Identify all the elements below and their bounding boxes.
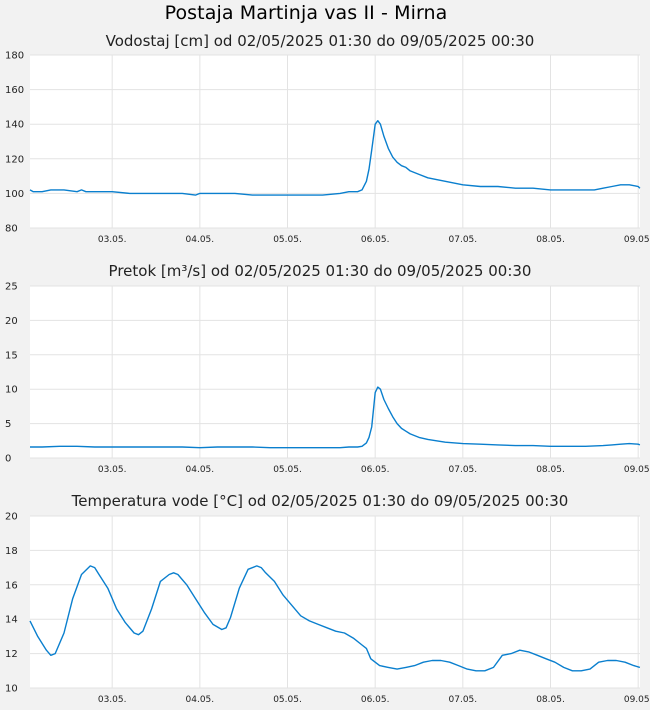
y-tick-label: 16 <box>5 580 18 591</box>
x-tick-label: 06.05. <box>361 235 390 245</box>
y-tick-label: 100 <box>5 189 24 200</box>
x-tick-label: 05.05. <box>273 695 302 705</box>
x-tick-label: 04.05. <box>186 695 215 705</box>
y-tick-label: 160 <box>5 85 24 96</box>
chart-2: Pretok [m³/s] od 02/05/2025 01:30 do 09/… <box>5 262 650 475</box>
y-tick-label: 10 <box>5 684 18 695</box>
y-tick-label: 120 <box>5 154 24 165</box>
y-tick-label: 12 <box>5 649 18 660</box>
x-tick-label: 08.05. <box>536 465 565 475</box>
y-tick-label: 20 <box>5 316 18 327</box>
y-tick-label: 25 <box>5 282 18 293</box>
x-tick-label: 03.05. <box>98 465 127 475</box>
x-tick-label: 03.05. <box>98 695 127 705</box>
x-tick-label: 03.05. <box>98 235 127 245</box>
x-tick-label: 07.05. <box>449 695 478 705</box>
x-tick-label: 09.05. <box>624 235 650 245</box>
y-tick-label: 0 <box>5 454 11 465</box>
y-tick-label: 18 <box>5 546 18 557</box>
y-tick-label: 20 <box>5 512 18 523</box>
x-tick-label: 08.05. <box>536 235 565 245</box>
y-tick-label: 140 <box>5 120 24 131</box>
y-tick-label: 10 <box>5 385 18 396</box>
chart-1: Vodostaj [cm] od 02/05/2025 01:30 do 09/… <box>5 32 650 245</box>
plot-area <box>30 516 640 688</box>
chart-title: Pretok [m³/s] od 02/05/2025 01:30 do 09/… <box>109 262 532 280</box>
chart-title: Vodostaj [cm] od 02/05/2025 01:30 do 09/… <box>106 32 535 50</box>
chart-3: Temperatura vode [°C] od 02/05/2025 01:3… <box>5 492 650 705</box>
y-tick-label: 14 <box>5 615 18 626</box>
x-tick-label: 07.05. <box>449 235 478 245</box>
series-line <box>30 386 641 449</box>
x-tick-label: 04.05. <box>186 465 215 475</box>
chart-title: Temperatura vode [°C] od 02/05/2025 01:3… <box>71 492 569 510</box>
x-tick-label: 06.05. <box>361 695 390 705</box>
series-line <box>29 565 641 672</box>
y-tick-label: 15 <box>5 350 18 361</box>
x-tick-label: 08.05. <box>536 695 565 705</box>
x-tick-label: 04.05. <box>186 235 215 245</box>
x-tick-label: 09.05. <box>624 695 650 705</box>
y-tick-label: 5 <box>5 419 11 430</box>
y-tick-label: 80 <box>5 224 18 235</box>
x-tick-label: 09.05. <box>624 465 650 475</box>
series-line <box>29 120 641 196</box>
plot-area <box>30 286 640 458</box>
y-tick-label: 180 <box>5 51 24 62</box>
x-tick-label: 06.05. <box>361 465 390 475</box>
page-title: Postaja Martinja vas II - Mirna <box>164 2 448 24</box>
plot-area <box>30 55 640 228</box>
x-tick-label: 05.05. <box>273 235 302 245</box>
x-tick-label: 05.05. <box>273 465 302 475</box>
x-tick-label: 07.05. <box>449 465 478 475</box>
